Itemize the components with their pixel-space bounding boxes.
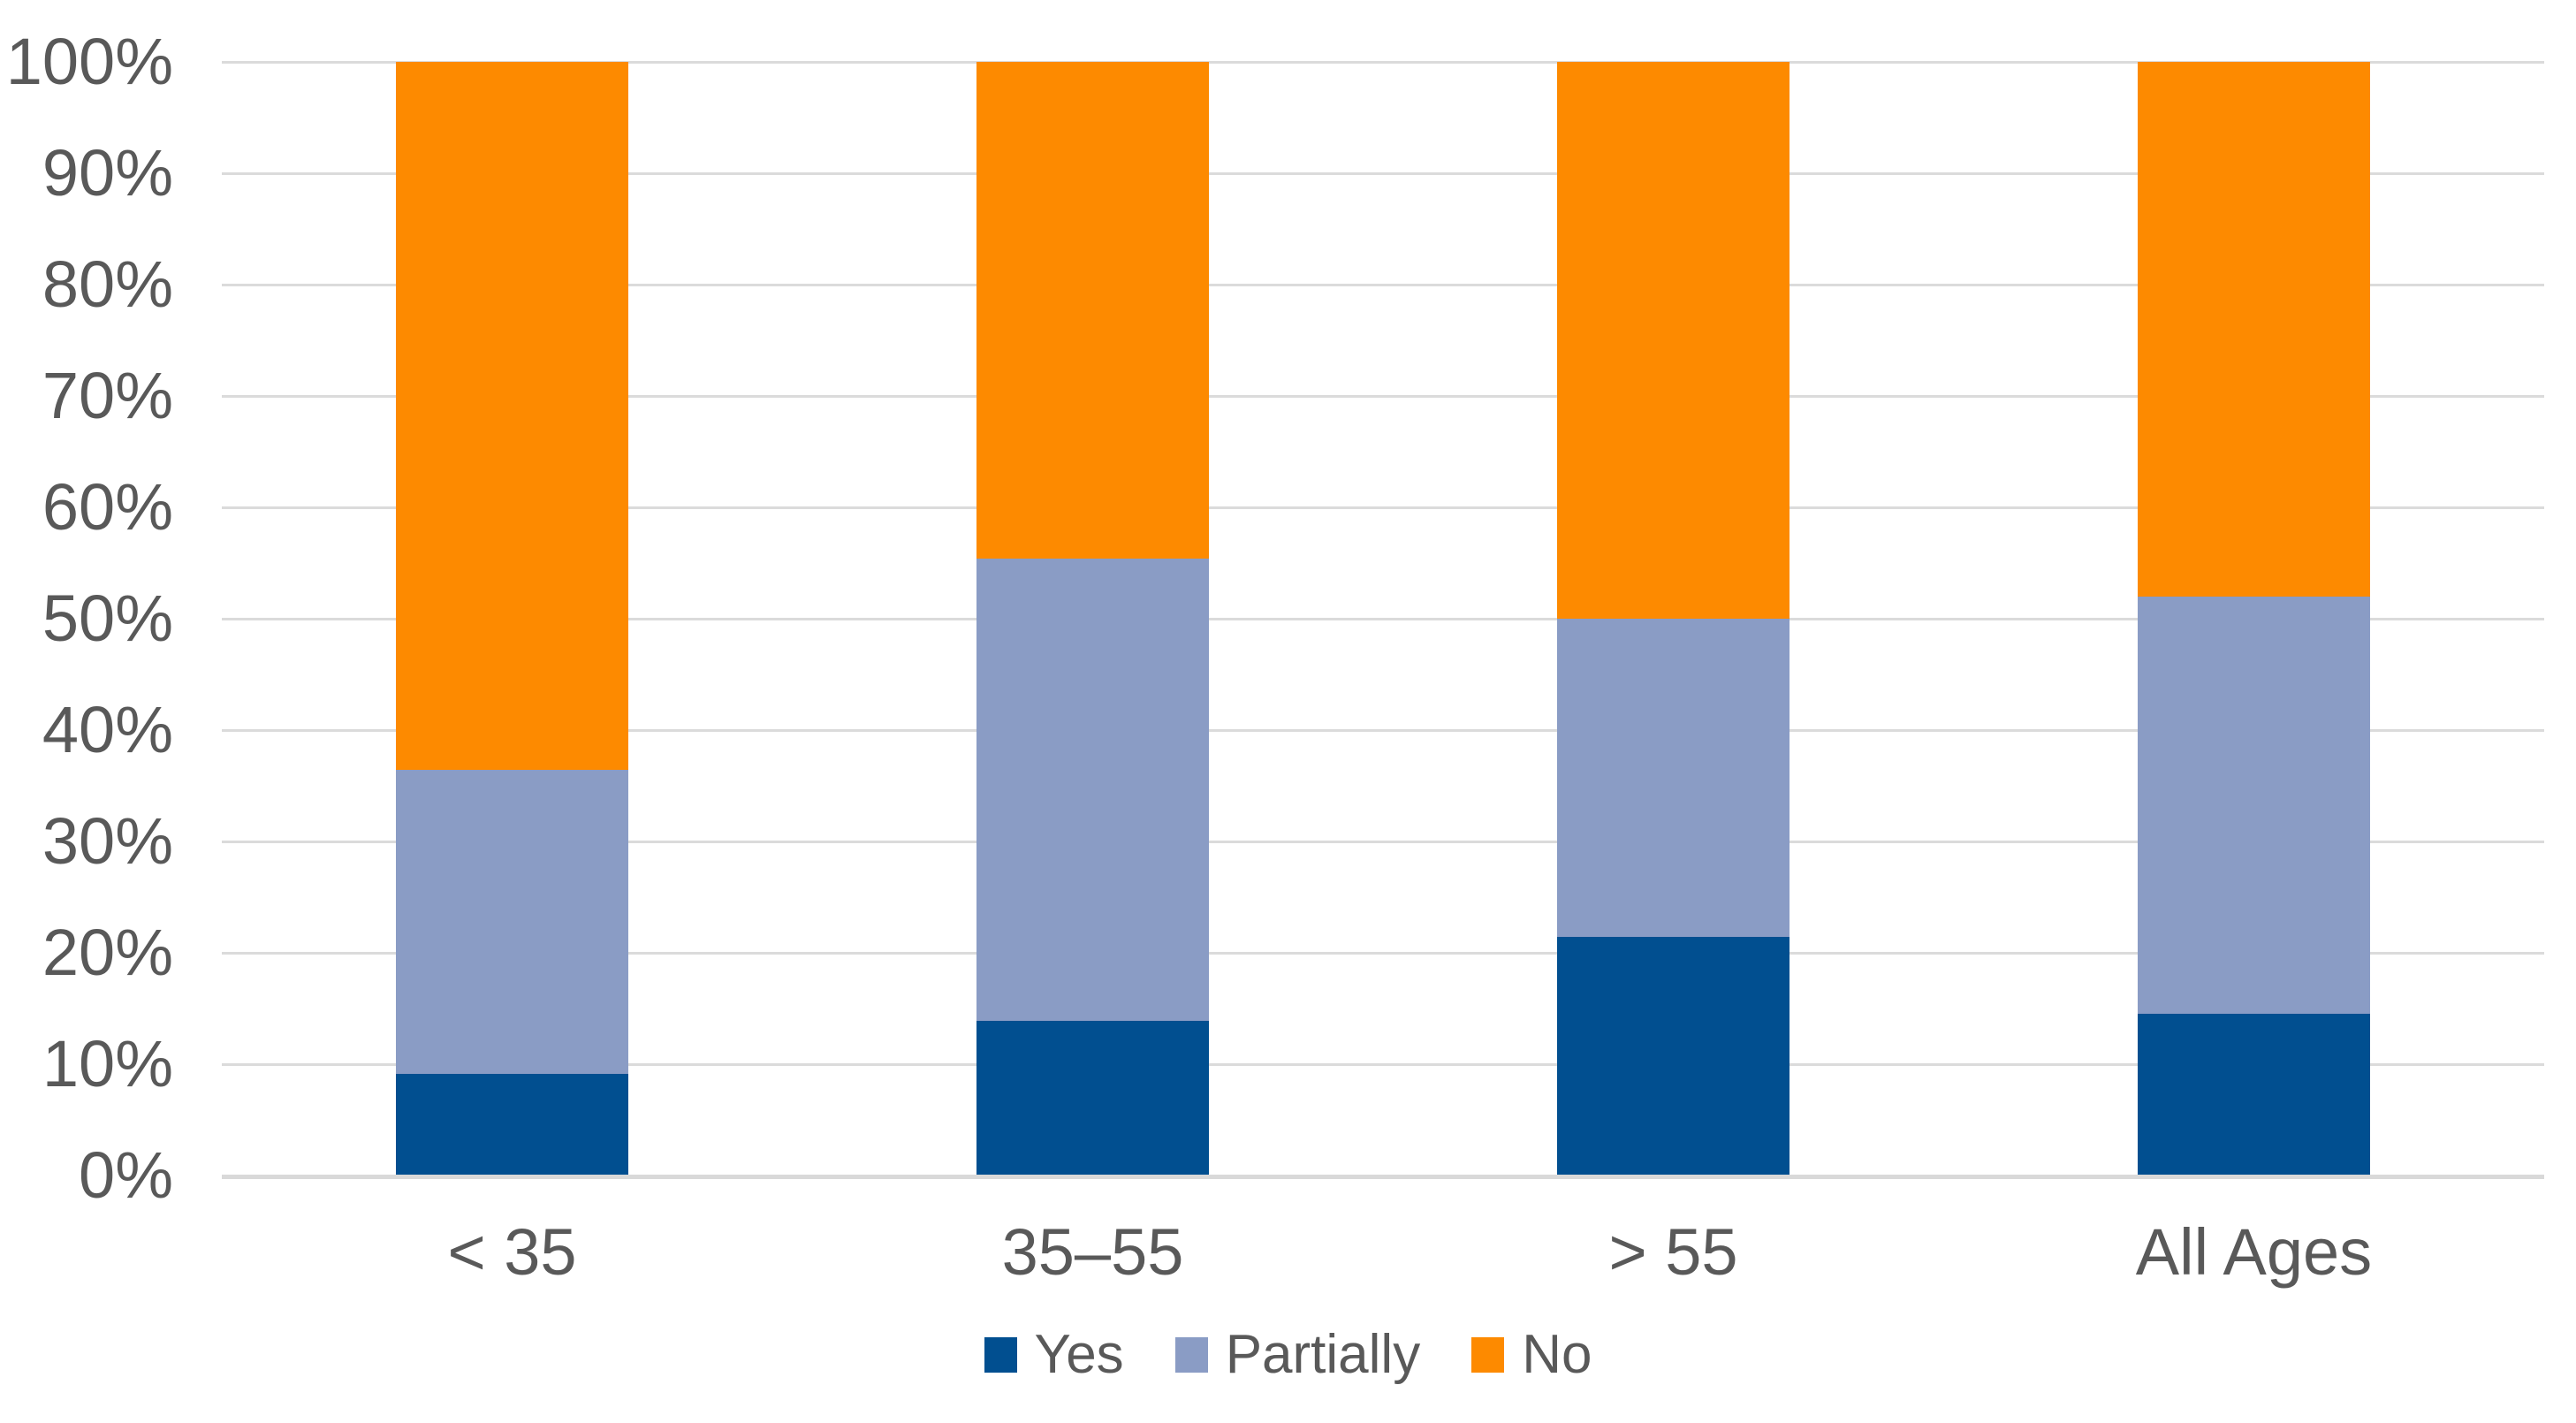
legend-swatch-yes <box>984 1337 1017 1373</box>
bar-segment-no <box>396 62 628 771</box>
gridline <box>222 952 2544 955</box>
y-tick-label: 30% <box>42 804 173 878</box>
x-category-label: 35–55 <box>1001 1215 1184 1289</box>
gridline <box>222 284 2544 286</box>
x-axis-line <box>222 1175 2544 1179</box>
gridline <box>222 1063 2544 1066</box>
x-category-label: All Ages <box>2135 1215 2373 1289</box>
legend: Yes Partially No <box>0 1324 2576 1386</box>
gridline <box>222 172 2544 175</box>
y-tick-label: 60% <box>42 470 173 544</box>
y-tick-label: 40% <box>42 693 173 766</box>
x-category-label: > 55 <box>1608 1215 1738 1289</box>
y-tick-label: 50% <box>42 582 173 655</box>
y-tick-label: 0% <box>79 1138 173 1212</box>
y-tick-label: 20% <box>42 916 173 989</box>
legend-item-partially: Partially <box>1174 1324 1421 1386</box>
bar-segment-partially <box>396 770 628 1075</box>
bar-segment-yes <box>1557 937 1790 1176</box>
gridline <box>222 618 2544 620</box>
gridline <box>222 395 2544 398</box>
bar-segment-no <box>2138 62 2370 597</box>
y-tick-label: 90% <box>42 136 173 209</box>
bar-segment-yes <box>2138 1014 2370 1176</box>
legend-label-partially: Partially <box>1225 1324 1421 1385</box>
bar-segment-partially <box>976 558 1209 1021</box>
y-tick-label: 10% <box>42 1027 173 1100</box>
y-tick-label: 80% <box>42 247 173 321</box>
gridline <box>222 841 2544 843</box>
x-category-label: < 35 <box>447 1215 577 1289</box>
legend-label-yes: Yes <box>1034 1324 1124 1385</box>
legend-label-no: No <box>1522 1324 1592 1385</box>
gridline <box>222 61 2544 64</box>
y-tick-label: 70% <box>42 359 173 432</box>
legend-item-yes: Yes <box>984 1324 1124 1386</box>
legend-swatch-no <box>1471 1337 1505 1373</box>
bar-segment-no <box>1557 62 1790 619</box>
bar-segment-yes <box>976 1020 1209 1176</box>
bar-segment-partially <box>1557 619 1790 938</box>
bar-segment-partially <box>2138 596 2370 1015</box>
legend-swatch-partially <box>1174 1337 1208 1373</box>
legend-item-no: No <box>1471 1324 1592 1386</box>
gridline <box>222 729 2544 732</box>
bar-segment-yes <box>396 1074 628 1176</box>
bar-segment-no <box>976 62 1209 559</box>
y-tick-label: 100% <box>5 25 173 98</box>
gridline <box>222 506 2544 509</box>
